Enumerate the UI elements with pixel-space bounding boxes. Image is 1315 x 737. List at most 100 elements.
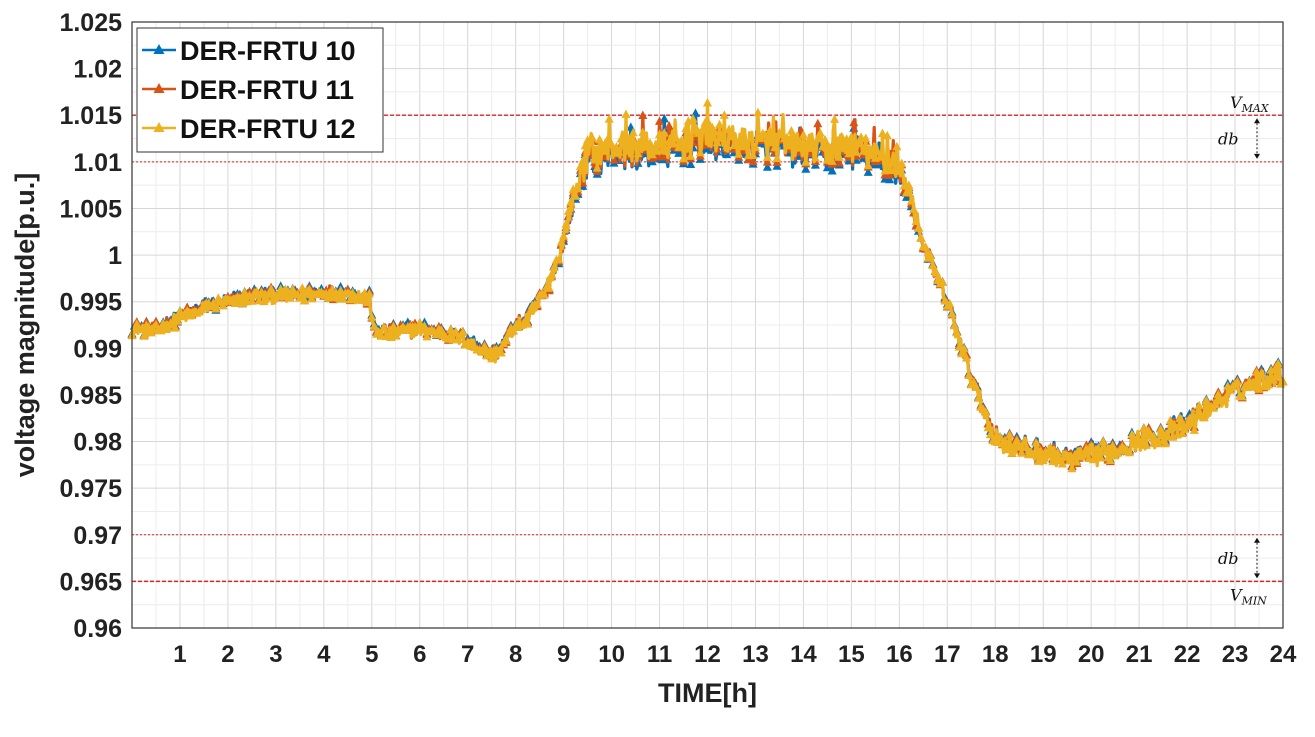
x-tick-label: 10 bbox=[598, 641, 625, 668]
series-marker bbox=[710, 126, 720, 136]
series-marker bbox=[813, 133, 823, 143]
series-marker bbox=[851, 147, 861, 156]
x-tick-label: 16 bbox=[886, 641, 913, 668]
series-marker bbox=[772, 153, 782, 162]
series bbox=[127, 98, 1288, 473]
series-marker bbox=[1125, 447, 1134, 457]
series-marker bbox=[571, 191, 581, 200]
series-marker bbox=[420, 321, 429, 330]
series-marker bbox=[369, 321, 379, 330]
series-marker bbox=[1009, 440, 1019, 449]
series-marker bbox=[1105, 455, 1115, 464]
series-marker bbox=[388, 321, 398, 331]
x-tick-label: 9 bbox=[557, 641, 570, 668]
series-marker bbox=[297, 283, 307, 292]
series-marker bbox=[1108, 440, 1118, 450]
series-marker bbox=[1053, 447, 1063, 457]
series-marker bbox=[257, 287, 266, 296]
legend: DER-FRTU 10 DER-FRTU 11 DER-FRTU 12 bbox=[136, 27, 384, 153]
series-marker bbox=[137, 324, 147, 333]
series-marker bbox=[554, 254, 564, 264]
series-marker bbox=[1045, 443, 1055, 452]
series-marker bbox=[755, 133, 765, 142]
series-marker bbox=[782, 132, 792, 142]
series-marker bbox=[796, 139, 806, 148]
series-marker bbox=[885, 170, 895, 179]
series-marker bbox=[727, 131, 736, 141]
series-marker bbox=[1000, 435, 1010, 445]
series-marker bbox=[789, 130, 799, 140]
series-marker bbox=[362, 297, 372, 306]
series-marker bbox=[1232, 376, 1242, 386]
series-marker bbox=[762, 162, 772, 171]
series-marker bbox=[621, 109, 631, 118]
series-marker bbox=[609, 155, 619, 164]
series-marker bbox=[1264, 380, 1274, 389]
series-marker bbox=[947, 308, 957, 318]
series-marker bbox=[1153, 438, 1163, 448]
series-marker bbox=[1079, 449, 1089, 458]
series-marker bbox=[810, 153, 820, 162]
series-marker bbox=[1029, 449, 1039, 459]
series-marker bbox=[957, 348, 967, 358]
x-tick-label: 11 bbox=[647, 641, 672, 668]
series-marker bbox=[1194, 400, 1204, 410]
series-marker bbox=[815, 128, 825, 137]
series-marker bbox=[921, 242, 931, 251]
series-marker bbox=[1031, 438, 1041, 447]
series-marker bbox=[1012, 435, 1022, 444]
series-marker bbox=[686, 159, 696, 168]
db-arrowhead bbox=[1254, 153, 1260, 159]
series-marker bbox=[1098, 436, 1108, 446]
x-tick-label: 8 bbox=[509, 641, 522, 668]
series-marker bbox=[842, 134, 852, 143]
series-marker bbox=[633, 148, 643, 158]
series-marker bbox=[974, 393, 983, 402]
series-marker bbox=[638, 127, 648, 136]
series-marker bbox=[422, 331, 432, 341]
series-marker bbox=[1156, 424, 1166, 433]
series-marker bbox=[834, 158, 844, 167]
series-marker bbox=[336, 285, 346, 295]
series-marker bbox=[659, 113, 669, 123]
series-marker bbox=[173, 316, 183, 325]
series-marker bbox=[986, 429, 995, 438]
y-tick-label: 1.025 bbox=[59, 9, 122, 37]
series-marker bbox=[683, 116, 693, 125]
series-marker bbox=[364, 288, 374, 298]
series-marker bbox=[1065, 455, 1075, 465]
series-marker bbox=[882, 130, 892, 140]
series-marker bbox=[664, 121, 674, 130]
series-marker bbox=[834, 152, 844, 161]
x-tick-label: 24 bbox=[1270, 641, 1297, 668]
x-tick-label: 21 bbox=[1126, 641, 1153, 668]
series-marker bbox=[240, 287, 250, 296]
y-tick-label: 0.985 bbox=[59, 382, 122, 410]
series-marker bbox=[1093, 443, 1103, 452]
db-bottom-label: db bbox=[1218, 549, 1238, 568]
series-marker bbox=[602, 135, 612, 145]
series-marker bbox=[875, 152, 885, 161]
series-marker bbox=[981, 407, 991, 416]
series-marker bbox=[525, 306, 535, 315]
series-marker bbox=[971, 382, 981, 391]
series-marker bbox=[693, 128, 703, 137]
legend-swatch-marker bbox=[153, 83, 165, 93]
series-marker bbox=[1043, 450, 1053, 459]
y-tick-label: 1.02 bbox=[73, 56, 122, 84]
series-marker bbox=[547, 269, 557, 279]
series-marker bbox=[139, 331, 149, 340]
series-marker bbox=[357, 295, 367, 304]
series-marker bbox=[283, 286, 293, 295]
y-axis-label: voltage magnitude[p.u.] bbox=[10, 173, 40, 478]
series-marker bbox=[451, 326, 461, 336]
series-marker bbox=[837, 131, 847, 141]
series-marker bbox=[626, 133, 636, 143]
series-marker bbox=[748, 150, 758, 159]
series-marker bbox=[295, 293, 305, 302]
series-marker bbox=[827, 166, 837, 175]
series-marker bbox=[1067, 463, 1077, 473]
x-tick-label: 13 bbox=[742, 641, 769, 668]
series-marker bbox=[477, 347, 487, 356]
legend-label: DER-FRTU 12 bbox=[180, 114, 356, 144]
